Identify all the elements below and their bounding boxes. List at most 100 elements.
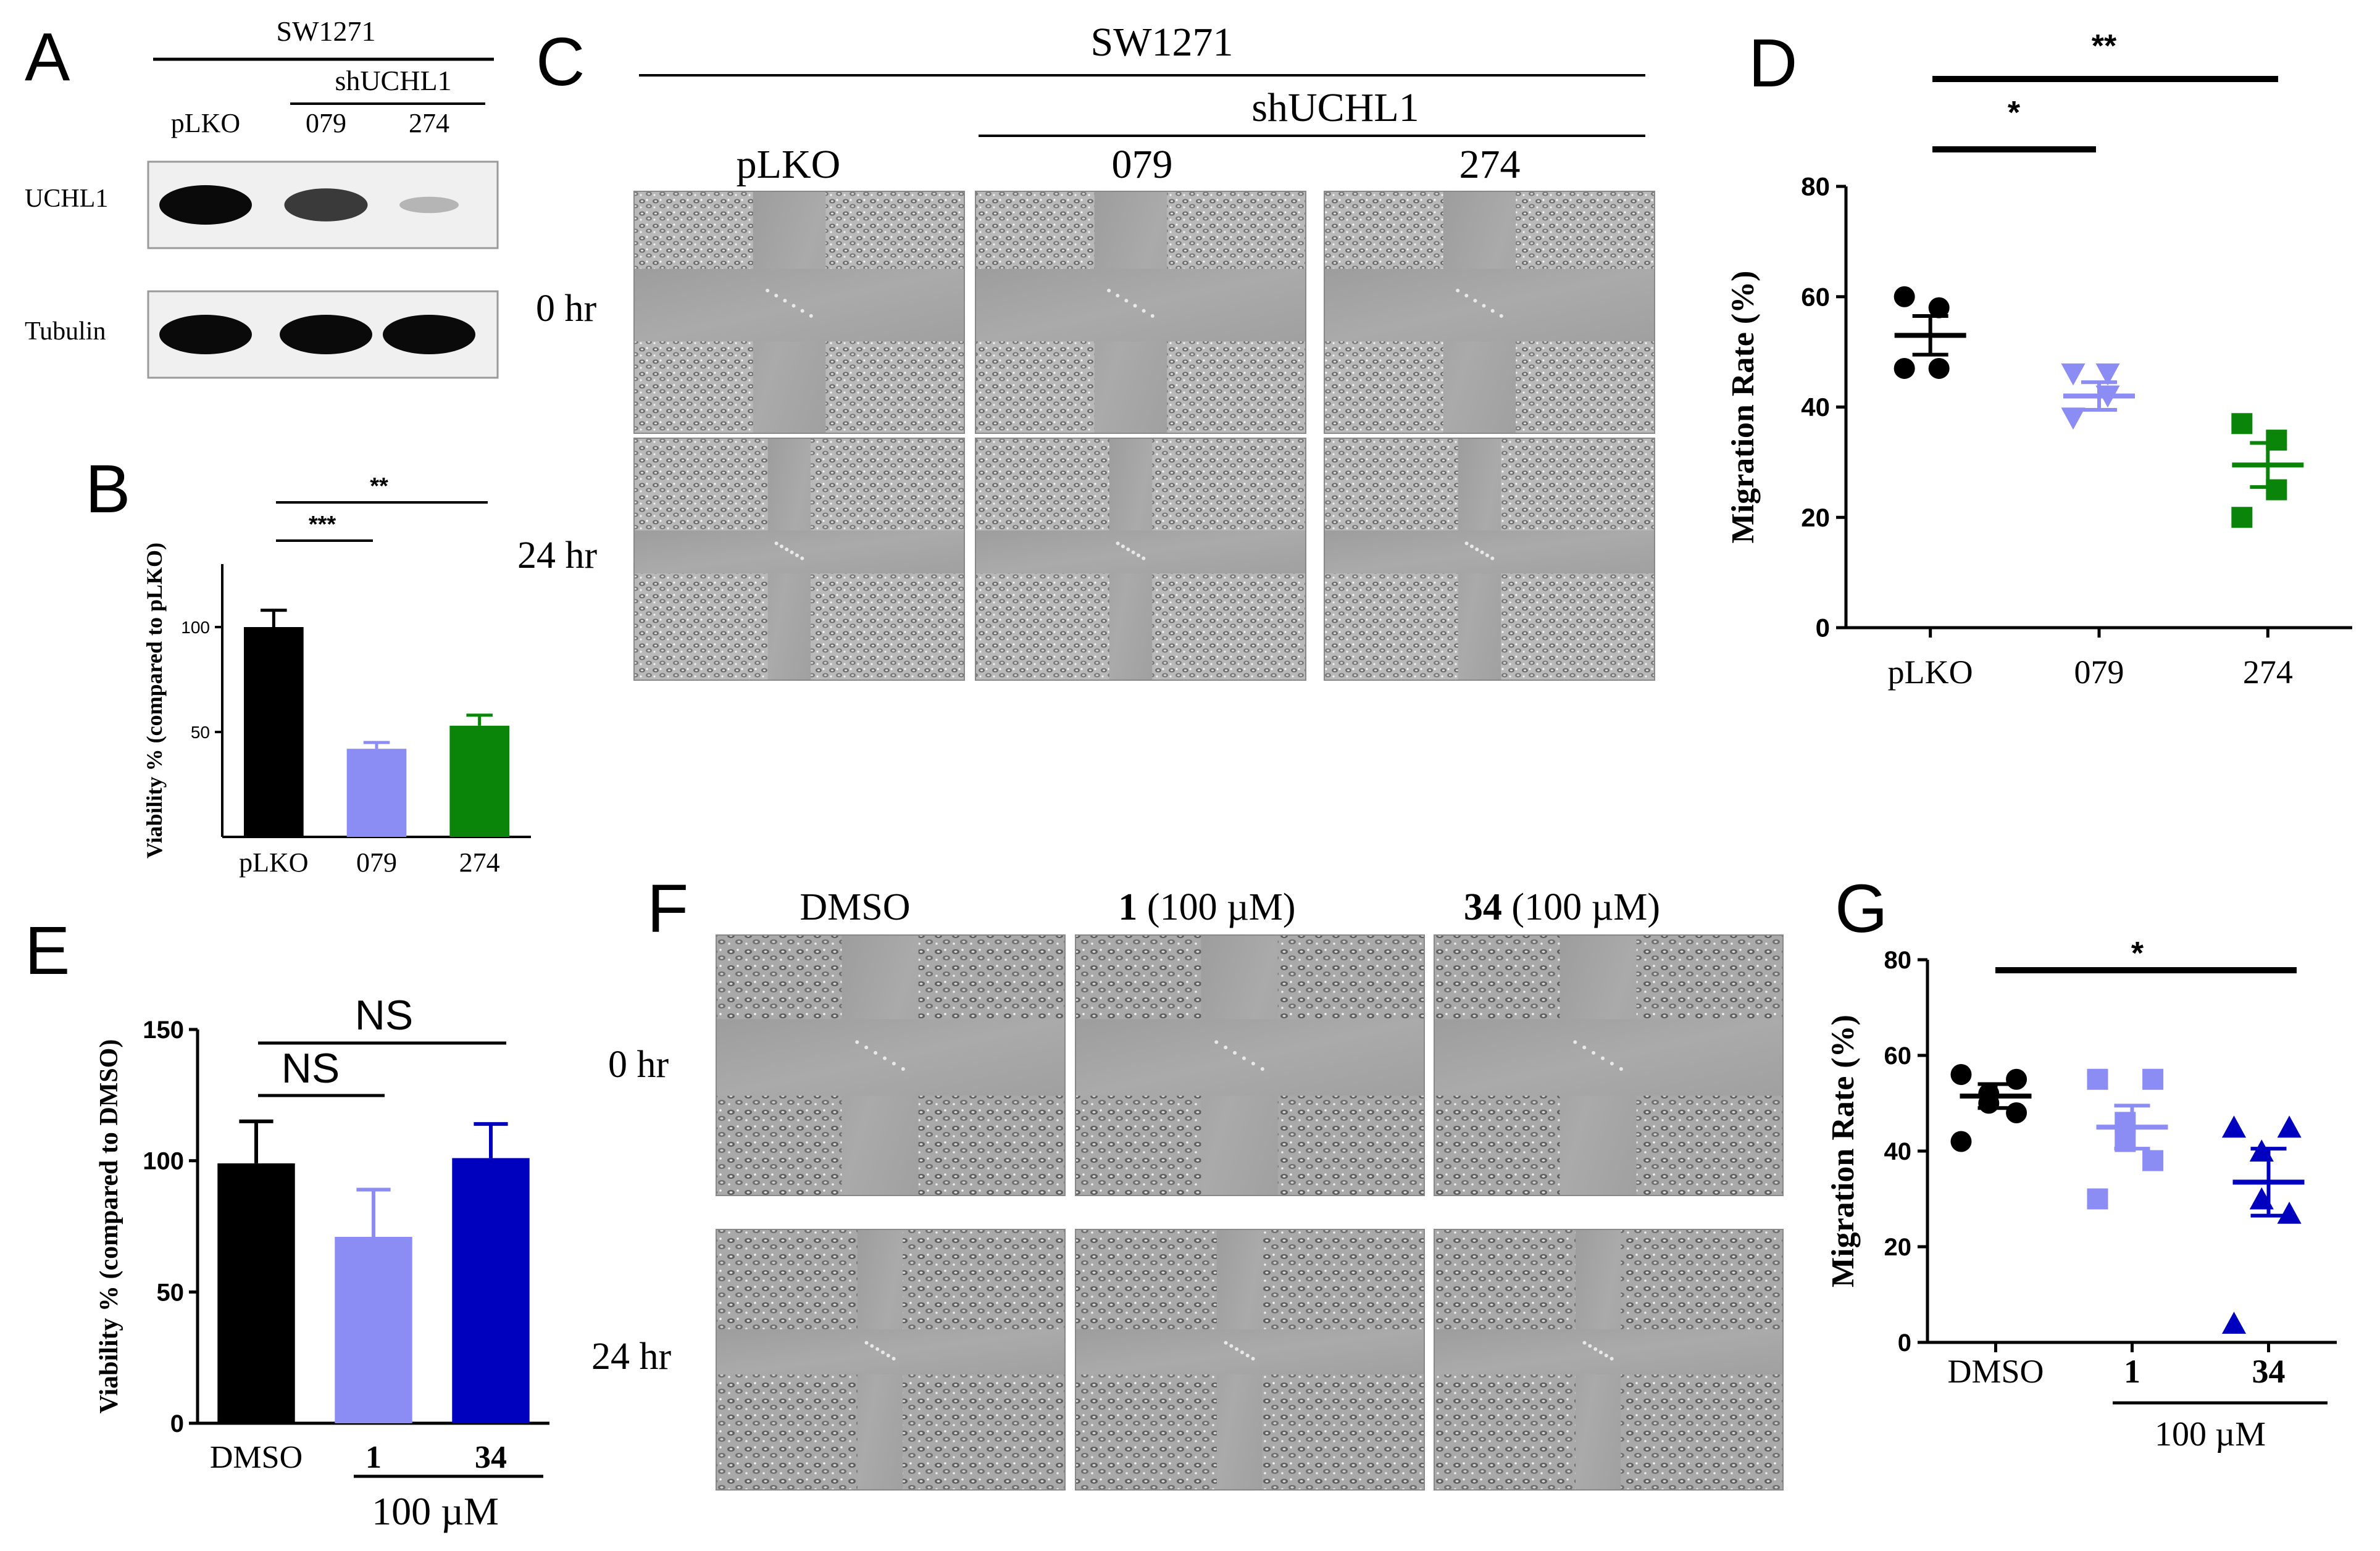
floating-cell xyxy=(766,288,770,293)
floating-cell xyxy=(1124,299,1129,303)
floating-cell xyxy=(791,304,796,308)
floating-cell xyxy=(1251,1357,1255,1361)
floating-cell xyxy=(891,1062,896,1066)
panel-c-col-label: pLKO xyxy=(737,142,841,187)
bar xyxy=(217,1163,295,1423)
scratch-gap xyxy=(634,268,964,342)
floating-cell xyxy=(883,1056,887,1060)
floating-cell xyxy=(1499,314,1503,318)
panel-f-letter: F xyxy=(647,871,688,947)
floating-cell xyxy=(779,544,783,549)
floating-cell xyxy=(1593,1347,1598,1351)
y-tick-label: 20 xyxy=(1884,1234,1912,1261)
panel-d-sig-bottom: * xyxy=(2008,95,2021,131)
panel-a-cell-line: SW1271 xyxy=(277,15,376,47)
scratch-gap xyxy=(1075,1019,1424,1096)
floating-cell xyxy=(1588,1344,1592,1348)
floating-cell xyxy=(1116,541,1120,546)
data-point xyxy=(1928,297,1950,318)
data-point xyxy=(2221,1312,2247,1334)
chart-g: 0 20 40 60 80 DMSO 1 34 Migration Rate (%) xyxy=(1826,947,2337,1390)
scratch-gap xyxy=(1075,1329,1424,1375)
floating-cell xyxy=(1142,556,1146,560)
y-tick-label: 60 xyxy=(1801,282,1830,311)
image-border xyxy=(1434,1229,1784,1491)
floating-cell xyxy=(1229,1344,1234,1348)
floating-cell xyxy=(1150,314,1155,318)
scratch-image xyxy=(975,191,1306,434)
y-tick-label: 80 xyxy=(1801,172,1830,201)
x-tick-label: 1 xyxy=(2124,1353,2140,1390)
data-point xyxy=(2231,413,2253,435)
floating-cell xyxy=(1473,299,1477,303)
floating-cell xyxy=(1133,304,1137,308)
bar xyxy=(449,725,509,837)
panel-c-row-label: 24 hr xyxy=(517,534,598,576)
floating-cell xyxy=(1464,293,1469,297)
floating-cell xyxy=(1598,1350,1603,1355)
floating-cell xyxy=(1240,1350,1244,1355)
floating-cell xyxy=(809,314,813,318)
y-tick-label: 60 xyxy=(1884,1042,1912,1070)
x-tick-label: pLKO xyxy=(239,847,308,878)
chart-d: 0 20 40 60 80 pLKO 079 274 Migration Rate (%) xyxy=(1726,172,2352,691)
scratch-image xyxy=(1434,1229,1784,1491)
y-tick-label: 100 xyxy=(181,618,210,637)
floating-cell xyxy=(880,1350,885,1355)
image-border xyxy=(1075,934,1425,1196)
data-point xyxy=(2061,363,2086,386)
panel-e-sig-top: NS xyxy=(355,992,413,1039)
panel-a-lane-label: pLKO xyxy=(171,108,240,138)
scratch-image xyxy=(975,438,1306,681)
data-point xyxy=(2277,1115,2302,1138)
floating-cell xyxy=(1573,1040,1577,1044)
floating-cell xyxy=(1126,547,1130,552)
scratch-image xyxy=(1324,191,1655,434)
data-point xyxy=(1894,286,1915,307)
bar xyxy=(244,627,304,837)
floating-cell xyxy=(790,550,794,554)
y-axis-label: Migration Rate (%) xyxy=(1826,1015,1861,1287)
image-border xyxy=(633,438,965,681)
x-tick-label: 34 xyxy=(2252,1353,2286,1390)
x-tick-label: DMSO xyxy=(1947,1353,2044,1390)
y-tick-label: 0 xyxy=(1898,1329,1911,1357)
floating-cell xyxy=(901,1067,905,1071)
panel-c-letter: C xyxy=(536,24,585,100)
data-point xyxy=(2231,507,2253,528)
blot-bands xyxy=(159,185,475,354)
panel-a: A SW1271 shUCHL1 pLKO 079 274 UCHL1 Tubu… xyxy=(25,15,499,379)
data-point xyxy=(2095,363,2120,386)
floating-cell xyxy=(1107,288,1111,293)
floating-cell xyxy=(1245,1353,1250,1358)
panel-b-letter: B xyxy=(85,451,130,527)
blot-band xyxy=(284,188,368,222)
panel-e-letter: E xyxy=(25,913,70,989)
scratch-gap xyxy=(634,530,964,574)
floating-cell xyxy=(855,1040,859,1044)
image-border xyxy=(1434,934,1784,1196)
y-tick-label: 40 xyxy=(1884,1138,1912,1165)
floating-cell xyxy=(1482,304,1486,308)
scratch-image xyxy=(1075,1229,1425,1491)
data-point xyxy=(2061,407,2086,430)
blot-band xyxy=(280,315,372,354)
floating-cell xyxy=(1610,1357,1614,1361)
x-tick-label: pLKO xyxy=(1888,654,1973,691)
panel-a-letter: A xyxy=(25,19,70,95)
floating-cell xyxy=(1469,544,1474,549)
floating-cell xyxy=(1610,1062,1614,1066)
scratch-gap xyxy=(975,268,1306,342)
scratch-gap xyxy=(716,1329,1065,1375)
image-border xyxy=(1324,191,1655,434)
y-tick-label: 80 xyxy=(1884,947,1912,974)
floating-cell xyxy=(864,1046,869,1050)
floating-cell xyxy=(774,541,779,546)
data-point xyxy=(2006,1068,2027,1090)
panel-a-lane-label: 274 xyxy=(409,108,449,138)
panel-a-lane-label: 079 xyxy=(306,108,346,138)
floating-cell xyxy=(1224,1341,1228,1345)
panel-d: D ** * 0 20 40 60 80 pLKO 079 274 Migration Rate… xyxy=(1726,25,2352,691)
floating-cell xyxy=(1116,293,1120,297)
data-point xyxy=(1950,1131,1972,1152)
